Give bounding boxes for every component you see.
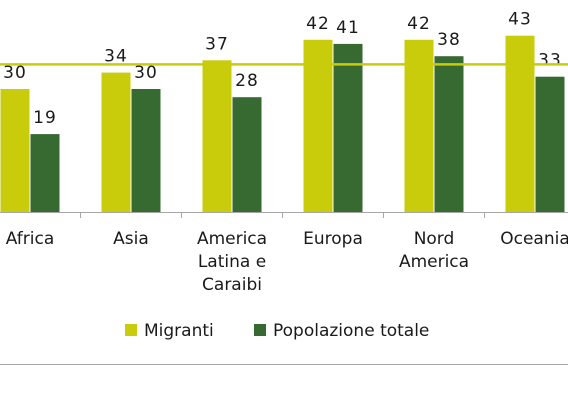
data-label-migranti-2: 37 — [205, 34, 229, 54]
category-label-2-line-0: America — [197, 229, 267, 249]
bar-migranti-2 — [202, 60, 232, 212]
category-label-5-line-0: Oceania — [500, 229, 568, 249]
bar-migranti-3 — [303, 39, 333, 212]
category-label-4-line-0: Nord — [414, 229, 455, 249]
bar-migranti-0 — [0, 89, 30, 212]
legend-label-popolazione-totale: Popolazione totale — [273, 321, 429, 341]
bar-popolazione-totale-2 — [232, 97, 262, 212]
data-label-migranti-5: 43 — [508, 10, 532, 30]
data-label-popolazione-totale-5: 33 — [538, 51, 562, 71]
bar-popolazione-totale-4 — [434, 56, 464, 213]
data-label-popolazione-totale-4: 38 — [437, 30, 461, 50]
data-label-migranti-1: 34 — [104, 47, 128, 67]
legend-swatch-migranti — [125, 324, 137, 336]
data-label-migranti-3: 42 — [306, 14, 330, 34]
category-label-4-line-1: America — [399, 252, 469, 272]
category-label-3-line-0: Europa — [303, 229, 363, 249]
bar-popolazione-totale-1 — [131, 89, 161, 212]
category-label-0-line-0: Africa — [6, 229, 55, 249]
data-label-migranti-0: 30 — [3, 63, 27, 83]
bar-migranti-1 — [101, 72, 131, 212]
bar-migranti-5 — [505, 35, 535, 213]
category-label-2-line-2: Caraibi — [202, 275, 262, 295]
bar-popolazione-totale-3 — [333, 43, 363, 213]
data-label-popolazione-totale-1: 30 — [134, 63, 158, 83]
legend-label-migranti: Migranti — [144, 321, 214, 341]
data-label-migranti-4: 42 — [407, 14, 431, 34]
category-label-1-line-0: Asia — [113, 229, 149, 249]
bar-popolazione-totale-5 — [535, 76, 565, 212]
data-label-popolazione-totale-3: 41 — [336, 18, 360, 38]
data-label-popolazione-totale-2: 28 — [235, 71, 259, 91]
bar-popolazione-totale-0 — [30, 134, 60, 212]
category-label-2-line-1: Latina e — [198, 252, 266, 272]
data-label-popolazione-totale-0: 19 — [33, 108, 57, 128]
legend-swatch-popolazione-totale — [254, 324, 266, 336]
bar-migranti-4 — [404, 39, 434, 212]
